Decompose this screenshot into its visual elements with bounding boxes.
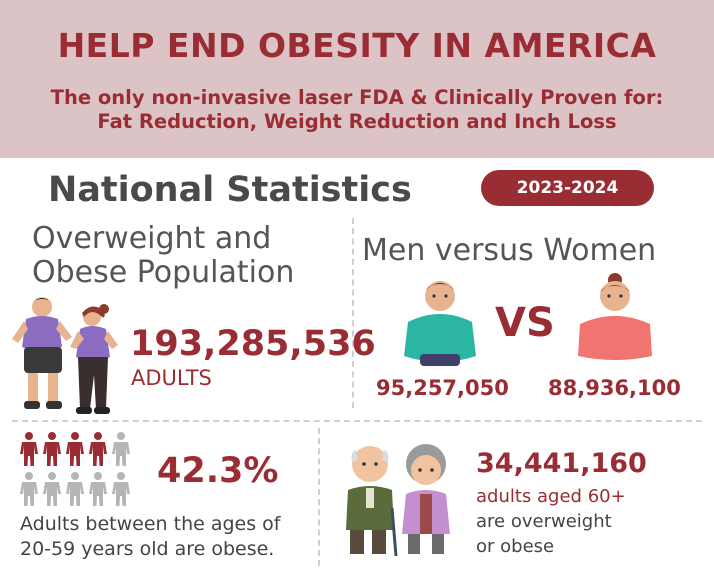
person-icon [43, 432, 61, 466]
woman-illustration [578, 273, 652, 360]
senior-caption-line-2: are overweight [476, 511, 612, 532]
age-caption-line-1: Adults between the ages of [20, 513, 281, 535]
person-icon [20, 472, 38, 506]
elderly-couple-illustration [346, 444, 450, 557]
person-icon [43, 472, 61, 506]
vs-label: VS [495, 300, 555, 346]
divider-horizontal [12, 420, 702, 422]
age-obesity-caption: Adults between the ages of 20-59 years o… [20, 512, 281, 562]
senior-caption-line-3: or obese [476, 536, 555, 557]
people-icon-grid [20, 432, 130, 506]
man-illustration [404, 281, 476, 366]
person-icon [89, 432, 107, 466]
person-icon [66, 432, 84, 466]
person-icon [20, 432, 38, 466]
divider-vertical-top [352, 218, 354, 408]
gender-title: Men versus Women [362, 233, 657, 268]
age-caption-line-2: 20-59 years old are obese. [20, 538, 275, 560]
page-title: HELP END OBESITY IN AMERICA [57, 26, 657, 65]
section-title: National Statistics [48, 170, 412, 210]
subtitle-line-1: The only non-invasive laser FDA & Clinic… [50, 86, 664, 109]
overweight-title-line-2: Obese Population [32, 255, 295, 290]
men-count: 95,257,050 [376, 376, 509, 400]
women-count: 88,936,100 [548, 376, 681, 400]
person-icon [112, 472, 130, 506]
senior-caption-line-1: adults aged 60+ [476, 486, 626, 507]
year-badge: 2023-2024 [481, 170, 654, 206]
header-banner: HELP END OBESITY IN AMERICA The only non… [0, 0, 714, 158]
person-icon [66, 472, 84, 506]
overweight-couple-illustration [12, 297, 118, 414]
senior-count: 34,441,160 [476, 448, 647, 479]
subtitle-line-2: Fat Reduction, Weight Reduction and Inch… [97, 110, 617, 133]
overweight-title: Overweight and Obese Population [32, 222, 294, 290]
person-icon [112, 432, 130, 466]
divider-vertical-bottom [318, 428, 320, 566]
overweight-count: 193,285,536 [130, 324, 376, 364]
overweight-unit: ADULTS [131, 366, 212, 390]
age-obesity-percent: 42.3% [157, 451, 279, 491]
person-icon [89, 472, 107, 506]
overweight-title-line-1: Overweight and [32, 221, 272, 256]
